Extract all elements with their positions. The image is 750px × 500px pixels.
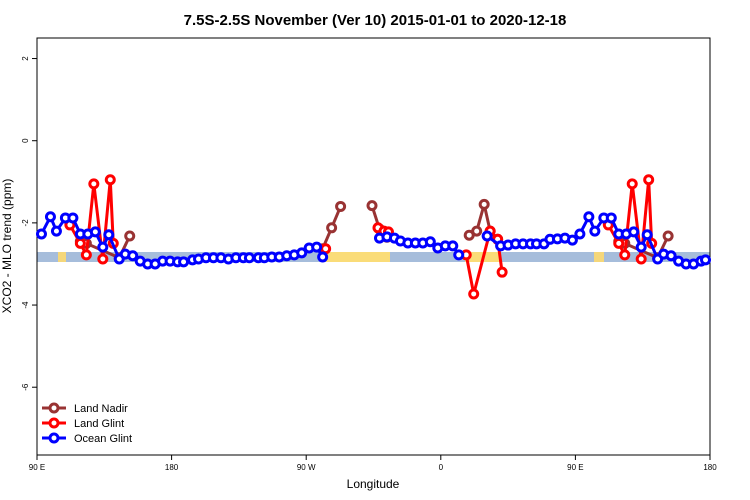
data-point	[583, 211, 595, 223]
data-point	[44, 211, 56, 223]
y-tick-label: -4	[21, 301, 30, 309]
data-point	[296, 247, 308, 259]
legend-label: Ocean Glint	[74, 433, 132, 445]
data-point	[50, 225, 62, 237]
series	[35, 211, 712, 270]
data-point	[471, 225, 483, 237]
legend-label: Land Glint	[74, 418, 124, 430]
x-axis-label: Longitude	[347, 477, 400, 491]
y-tick-label: -6	[21, 383, 30, 391]
y-tick-label: 0	[21, 138, 30, 143]
legend-marker	[48, 417, 60, 429]
data-point	[97, 253, 109, 265]
x-tick-label: 180	[165, 463, 179, 472]
legend-marker	[48, 402, 60, 414]
plot-frame	[36, 37, 711, 456]
data-point	[178, 256, 190, 268]
data-point	[35, 228, 47, 240]
data-point	[89, 226, 101, 238]
data-point	[605, 212, 617, 224]
chart-title: 7.5S-2.5S November (Ver 10) 2015-01-01 t…	[184, 12, 567, 29]
data-point	[326, 222, 338, 234]
data-point	[447, 240, 459, 252]
data-point	[317, 251, 329, 263]
data-point	[366, 200, 378, 212]
data-point	[67, 212, 79, 224]
y-tick-label: 2	[21, 56, 30, 61]
x-tick-label: 180	[703, 463, 717, 472]
data-point	[700, 254, 712, 266]
data-point	[104, 174, 116, 186]
data-point	[97, 241, 109, 253]
land-band	[58, 252, 66, 262]
data-point	[566, 234, 578, 246]
data-point	[80, 249, 92, 261]
data-point	[127, 250, 139, 262]
data-point	[468, 288, 480, 300]
x-tick-label: 90 E	[29, 463, 45, 472]
data-point	[481, 230, 493, 242]
data-point	[641, 229, 653, 241]
x-tick-label: 90 W	[297, 463, 316, 472]
data-point	[613, 237, 625, 249]
data-point	[635, 253, 647, 265]
data-point	[496, 266, 508, 278]
data-point	[453, 249, 465, 261]
data-point	[335, 200, 347, 212]
data-point	[665, 250, 677, 262]
data-point	[662, 230, 674, 242]
data-point	[589, 225, 601, 237]
data-point	[635, 241, 647, 253]
data-point	[311, 241, 323, 253]
data-point	[88, 178, 100, 190]
y-axis-label: XCO2 - MLO trend (ppm)	[0, 179, 14, 314]
data-point	[574, 228, 586, 240]
data-point	[243, 252, 255, 264]
legend-label: Land Nadir	[74, 403, 128, 415]
data-point	[124, 230, 136, 242]
data-point	[643, 174, 655, 186]
data-point	[628, 226, 640, 238]
legend-marker	[48, 432, 60, 444]
legend: Land Nadir Land Glint Ocean Glint	[42, 402, 132, 445]
land-band	[326, 252, 390, 262]
x-tick-label: 0	[439, 463, 444, 472]
data-point	[619, 249, 631, 261]
x-tick-label: 90 E	[567, 463, 583, 472]
data-point	[626, 178, 638, 190]
data-point	[478, 198, 490, 210]
y-tick-label: -2	[21, 219, 30, 227]
data-point	[74, 237, 86, 249]
data-point	[424, 236, 436, 248]
land-band	[594, 252, 604, 262]
data-point	[103, 229, 115, 241]
